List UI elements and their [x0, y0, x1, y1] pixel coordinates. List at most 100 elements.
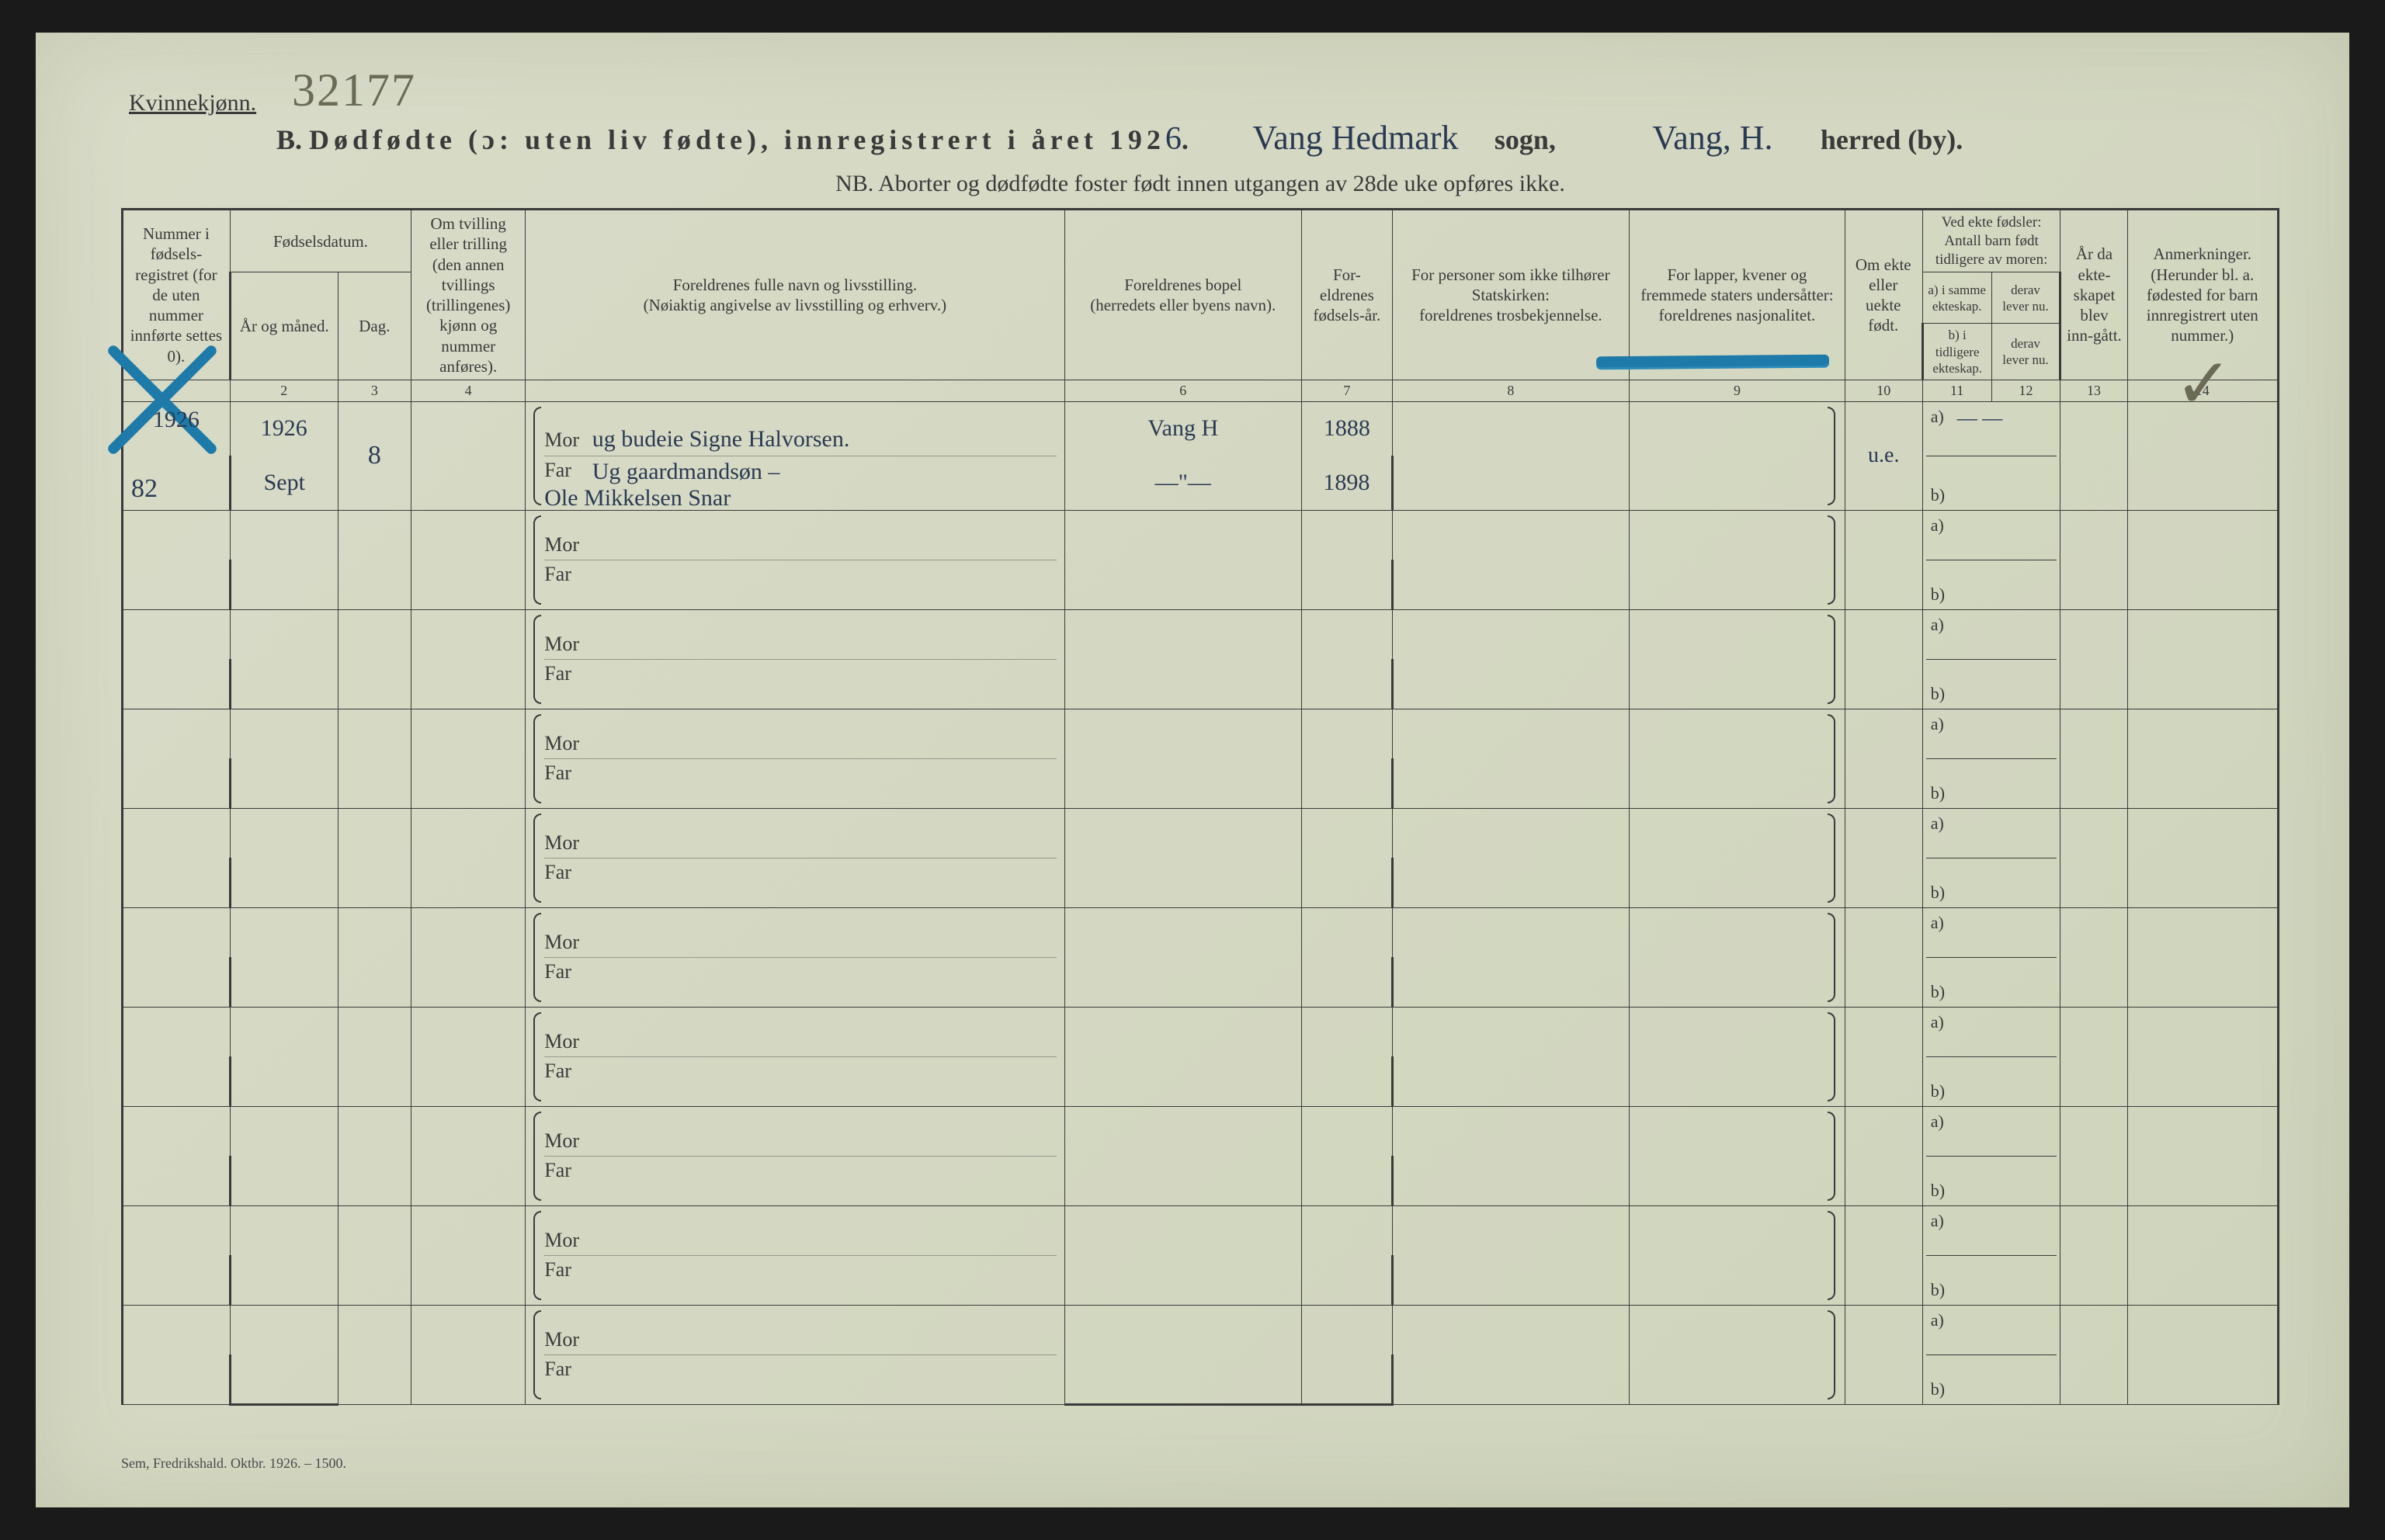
entry-twin [411, 907, 526, 1007]
entry-parents-names: Far Mor [526, 1106, 1064, 1205]
entry-bopel-mor [1064, 560, 1301, 609]
herred-handwritten: Vang, H. [1612, 118, 1814, 158]
col-11b-sub-header: derav lever nu. [1991, 324, 2060, 380]
entry-remarks [2127, 1205, 2278, 1305]
entry-twin [411, 609, 526, 709]
entry-far-birth-year [1302, 907, 1393, 957]
printer-footer: Sem, Fredrikshald. Oktbr. 1926. – 1500. [121, 1455, 346, 1472]
entry-bopel-far [1064, 907, 1301, 957]
entry-ekte [1845, 1205, 1922, 1305]
entry-parents-names: Far Mor [526, 907, 1064, 1007]
entry-far-row: 1926 82 1926 8 Far Ug gaardmandsøn – Ole… [123, 401, 2279, 456]
entry-number [123, 1007, 231, 1106]
entry-far-birth-year [1302, 1205, 1393, 1255]
entry-mor-birth-year [1302, 1255, 1393, 1305]
entry-day [338, 510, 411, 609]
entry-bopel-mor [1064, 1255, 1301, 1305]
entry-year-month-2 [230, 957, 338, 1007]
column-number: 3 [338, 380, 411, 402]
entry-bopel-far [1064, 709, 1301, 758]
entry-day [338, 907, 411, 1007]
column-number: 13 [2060, 380, 2127, 402]
entry-day: 8 [338, 401, 411, 510]
entry-bopel-mor [1064, 957, 1301, 1007]
entry-bopel-far [1064, 1106, 1301, 1156]
col-11a-sub-header: derav lever nu. [1991, 272, 2060, 324]
entry-ekte [1845, 1305, 1922, 1404]
entry-number: 1926 82 [123, 401, 231, 510]
entry-mor-birth-year [1302, 1056, 1393, 1106]
entry-religion [1392, 1205, 1629, 1305]
entry-year-month-2 [230, 1156, 338, 1205]
entry-year-month [230, 1007, 338, 1056]
entry-bopel-mor [1064, 1056, 1301, 1106]
entry-ekte [1845, 907, 1922, 1007]
entry-prev-children: a) b) [1922, 1305, 2060, 1404]
entry-prev-children: a) b) [1922, 1205, 2060, 1305]
entry-mor-birth-year [1302, 858, 1393, 907]
entry-bopel-far [1064, 510, 1301, 560]
entry-nationality [1630, 609, 1845, 709]
sogn-label: sogn, [1495, 124, 1556, 155]
entry-nationality [1630, 808, 1845, 907]
entry-bopel-mor [1064, 1354, 1301, 1404]
entry-number [123, 907, 231, 1007]
column-number [526, 380, 1064, 402]
entry-number [123, 709, 231, 808]
entry-day [338, 1305, 411, 1404]
entry-far-birth-year [1302, 510, 1393, 560]
entry-year-month [230, 1106, 338, 1156]
entry-remarks [2127, 808, 2278, 907]
entry-bopel-far [1064, 1007, 1301, 1056]
col-7-header: For-eldrenes fødsels-år. [1302, 210, 1393, 380]
entry-nationality [1630, 1106, 1845, 1205]
entry-mor-birth-year [1302, 1354, 1393, 1404]
entry-remarks [2127, 907, 2278, 1007]
col-11-group-header: Ved ekte fødsler: Antall barn født tidli… [1922, 210, 2060, 272]
entry-prev-children: a) b) [1922, 907, 2060, 1007]
col-4-header: Om tvilling eller trilling (den annen tv… [411, 210, 526, 380]
entry-marriage-year [2060, 1106, 2127, 1205]
entry-prev-children: a) b) [1922, 808, 2060, 907]
entry-marriage-year [2060, 709, 2127, 808]
column-number: 7 [1302, 380, 1393, 402]
entry-nationality [1630, 1007, 1845, 1106]
header-top: Kvinnekjønn. 32177 [121, 71, 2279, 118]
entry-parents-names: Far Mor [526, 1205, 1064, 1305]
entry-twin [411, 808, 526, 907]
entry-day [338, 1106, 411, 1205]
entry-bopel-far [1064, 1205, 1301, 1255]
year-handwritten: 6 [1165, 121, 1182, 157]
entry-number [123, 808, 231, 907]
entry-far-birth-year [1302, 1007, 1393, 1056]
entry-mor-birth-year [1302, 1156, 1393, 1205]
entry-bopel-mor: —"— [1064, 456, 1301, 510]
column-number: 9 [1630, 380, 1845, 402]
sogn-handwritten: Vang Hedmark [1224, 118, 1488, 158]
entry-year-month-2 [230, 1056, 338, 1106]
entry-far-row: Far Mor a) b) [123, 609, 2279, 659]
entry-year-month [230, 1305, 338, 1354]
col-9-header: For lapper, kvener og fremmede staters u… [1630, 210, 1845, 380]
entry-parents-names: Far Mor [526, 1007, 1064, 1106]
entry-religion [1392, 1007, 1629, 1106]
entry-year-month-2 [230, 659, 338, 709]
entry-parents-names: Far Mor [526, 808, 1064, 907]
table-header: Nummer i fødsels-registret (for de uten … [123, 210, 2279, 402]
entry-year-month-2 [230, 758, 338, 808]
entry-year-month [230, 510, 338, 560]
col-2-group-header: Fødselsdatum. [230, 210, 411, 272]
entry-number [123, 1305, 231, 1404]
entry-far-birth-year [1302, 709, 1393, 758]
column-number: 11 [1922, 380, 1991, 402]
entry-prev-children: a) b) [1922, 1007, 2060, 1106]
entry-prev-children: a) b) [1922, 510, 2060, 609]
entry-parents-names: Far Mor [526, 709, 1064, 808]
entry-year-month [230, 709, 338, 758]
entry-year-month-2 [230, 858, 338, 907]
entry-far-row: Far Mor a) b) [123, 1305, 2279, 1354]
entry-year-month: 1926 [230, 401, 338, 456]
col-13-header: År da ekte-skapet blev inn-gått. [2060, 210, 2127, 380]
entry-number [123, 609, 231, 709]
entry-bopel-far [1064, 1305, 1301, 1354]
